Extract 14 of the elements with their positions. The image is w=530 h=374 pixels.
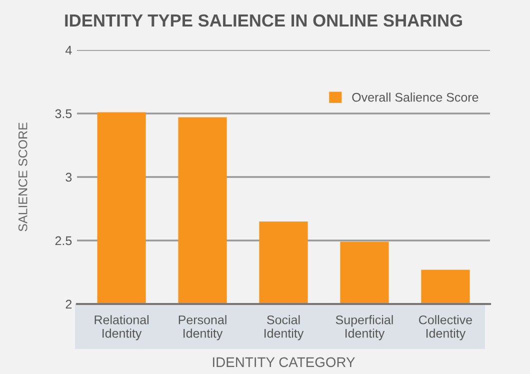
y-tick-label: 3.5 <box>55 109 72 118</box>
x-tick-label: Relational Identity <box>94 315 148 340</box>
y-axis-title: SALIENCE SCORE <box>18 122 28 232</box>
legend-label: Overall Salience Score <box>352 92 478 102</box>
y-tick-label: 2 <box>66 300 72 309</box>
x-tick-label: Personal Identity <box>178 315 226 340</box>
y-tick-label: 3 <box>66 172 72 182</box>
chart-title: IDENTITY TYPE SALIENCE IN ONLINE SHARING <box>65 14 462 27</box>
y-tick-label: 4 <box>65 46 72 55</box>
x-tick-label: Collective Identity <box>419 315 472 340</box>
x-tick-label: Superficial Identity <box>336 315 393 340</box>
y-tick-label: 2.5 <box>55 236 72 246</box>
x-tick-label: Social Identity <box>264 315 304 340</box>
x-axis-title: IDENTITY CATEGORY <box>213 357 355 368</box>
